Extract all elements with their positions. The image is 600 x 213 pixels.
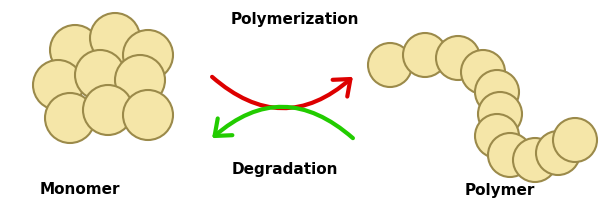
- Circle shape: [475, 70, 519, 114]
- Circle shape: [403, 33, 447, 77]
- Circle shape: [50, 25, 100, 75]
- Circle shape: [368, 43, 412, 87]
- Circle shape: [475, 114, 519, 158]
- Circle shape: [123, 90, 173, 140]
- FancyArrowPatch shape: [215, 107, 353, 138]
- Text: Polymerization: Polymerization: [231, 12, 359, 27]
- Circle shape: [115, 55, 165, 105]
- Circle shape: [90, 13, 140, 63]
- Circle shape: [33, 60, 83, 110]
- Circle shape: [488, 133, 532, 177]
- Circle shape: [513, 138, 557, 182]
- Circle shape: [461, 50, 505, 94]
- Circle shape: [536, 131, 580, 175]
- FancyArrowPatch shape: [212, 77, 350, 108]
- Circle shape: [75, 50, 125, 100]
- Circle shape: [123, 30, 173, 80]
- Text: Degradation: Degradation: [232, 162, 338, 177]
- Circle shape: [436, 36, 480, 80]
- Text: Monomer: Monomer: [40, 183, 120, 197]
- Text: Polymer: Polymer: [465, 183, 535, 197]
- Circle shape: [478, 92, 522, 136]
- Circle shape: [45, 93, 95, 143]
- Circle shape: [83, 85, 133, 135]
- Circle shape: [553, 118, 597, 162]
